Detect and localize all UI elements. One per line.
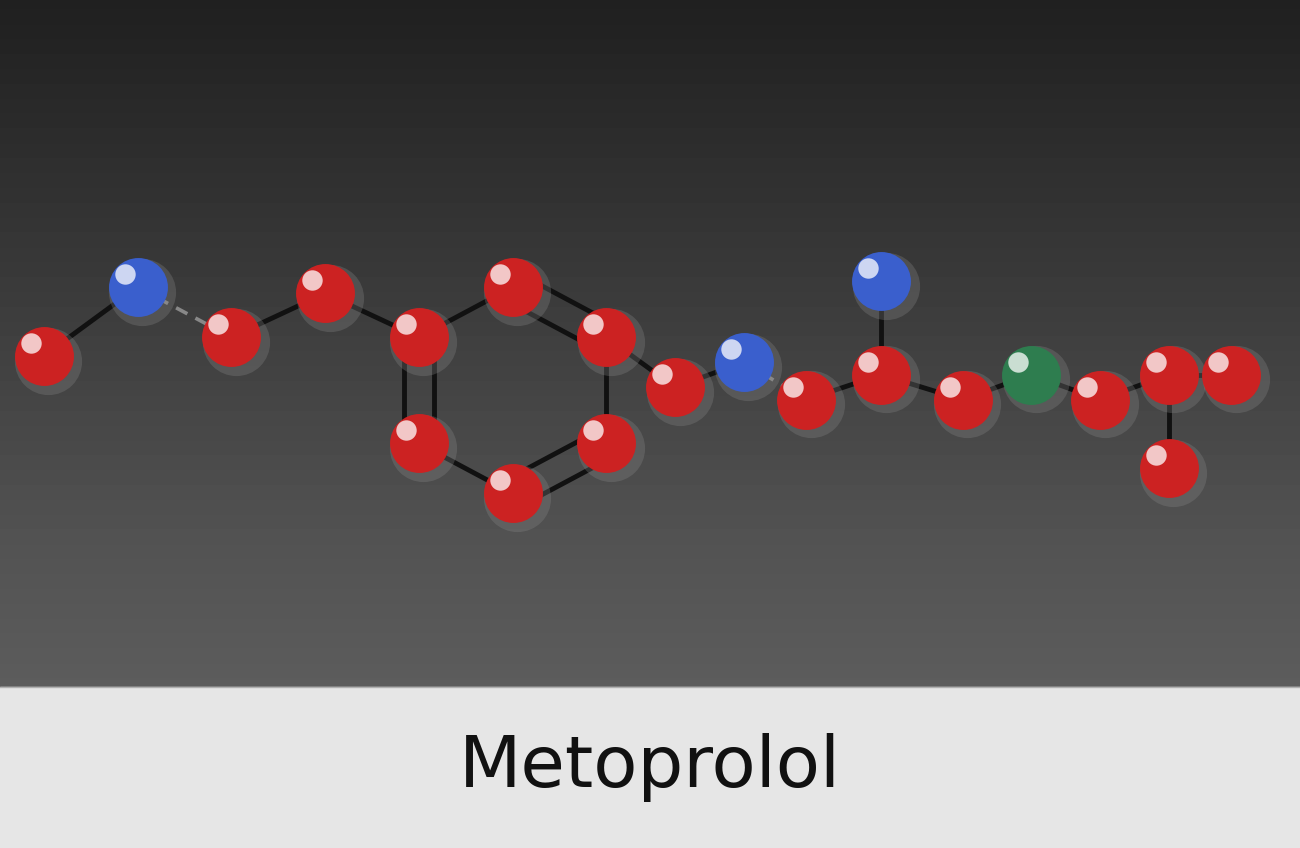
Point (34, 349, 55, 363)
Point (601, 441, 621, 455)
Point (127, 281, 148, 294)
Text: Metoprolol: Metoprolol (459, 733, 841, 802)
Point (131, 285, 152, 298)
Point (413, 441, 434, 455)
Point (413, 335, 434, 349)
Point (876, 372, 897, 386)
Point (1020, 368, 1041, 382)
Point (783, 380, 803, 393)
Point (1145, 355, 1166, 369)
Point (957, 398, 978, 411)
Point (601, 335, 621, 349)
Point (1026, 372, 1046, 386)
Point (226, 335, 247, 349)
Point (670, 385, 690, 399)
Point (395, 317, 416, 331)
Point (1164, 372, 1184, 386)
Point (507, 491, 528, 505)
Point (801, 398, 822, 411)
Point (1158, 461, 1179, 475)
Point (738, 360, 759, 374)
Point (395, 424, 416, 438)
Point (302, 274, 322, 287)
Point (1008, 355, 1028, 369)
Point (582, 317, 603, 331)
Point (858, 261, 879, 275)
Point (651, 367, 672, 381)
Point (21, 336, 42, 349)
Point (664, 381, 685, 394)
Point (1164, 466, 1184, 480)
Point (1226, 372, 1247, 386)
Point (1095, 398, 1115, 411)
Point (1076, 380, 1097, 393)
Point (1208, 355, 1228, 369)
Point (38, 354, 58, 367)
Point (507, 285, 528, 298)
Point (720, 343, 741, 356)
Point (408, 437, 429, 450)
Point (408, 331, 429, 344)
Point (114, 267, 135, 281)
Point (582, 424, 603, 438)
Point (221, 331, 242, 344)
Point (502, 281, 523, 294)
Point (1145, 449, 1166, 462)
Point (320, 292, 341, 305)
Point (595, 437, 616, 450)
Point (489, 267, 510, 281)
Point (502, 487, 523, 500)
Point (1158, 368, 1179, 382)
Point (315, 287, 335, 300)
Point (871, 368, 892, 382)
Point (871, 274, 892, 287)
Point (858, 355, 879, 369)
Point (952, 393, 972, 406)
Point (733, 355, 754, 369)
Point (1089, 393, 1110, 406)
Point (595, 331, 616, 344)
Point (489, 474, 510, 488)
Bar (0, 687, 1300, 848)
Point (939, 380, 959, 393)
Point (1221, 368, 1241, 382)
Point (208, 317, 229, 331)
Point (876, 279, 897, 293)
Point (796, 393, 816, 406)
